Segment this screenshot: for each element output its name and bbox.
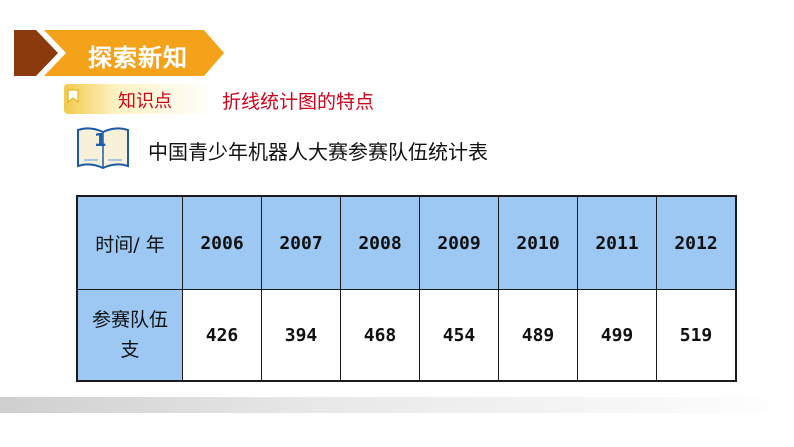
year-cell: 2007 (261, 195, 341, 290)
statistics-table: 时间/ 年 2006 2007 2008 2009 2010 2011 2012… (76, 195, 737, 382)
teams-cell: 499 (577, 289, 657, 382)
knowledge-point-tag: 知识点 (64, 84, 214, 114)
row-header-teams-line1: 参赛队伍 (91, 309, 168, 331)
bookmark-tag-icon (64, 84, 214, 114)
chevron-arrow-icon (14, 30, 224, 76)
banner-title: 探索新知 (88, 44, 188, 72)
section-number: 1 (94, 130, 107, 151)
row-header-year: 时间/ 年 (76, 195, 183, 290)
teams-cell: 489 (498, 289, 578, 382)
year-cell: 2012 (656, 195, 737, 290)
teams-cell: 468 (340, 289, 420, 382)
year-cell: 2008 (340, 195, 420, 290)
teams-cell: 519 (656, 289, 737, 382)
knowledge-point-label: 知识点 (118, 91, 172, 112)
table-row-year: 时间/ 年 2006 2007 2008 2009 2010 2011 2012 (76, 195, 737, 290)
section-banner: 探索新知 (14, 30, 224, 76)
row-header-teams-line2: 支 (120, 339, 140, 361)
year-cell: 2011 (577, 195, 657, 290)
knowledge-topic: 折线统计图的特点 (222, 91, 375, 113)
teams-cell: 426 (182, 289, 262, 382)
year-cell: 2009 (419, 195, 499, 290)
open-book-icon (77, 127, 129, 170)
year-cell: 2010 (498, 195, 578, 290)
section-number-badge: 1 (76, 126, 130, 172)
row-header-teams: 参赛队伍 支 (76, 289, 183, 382)
table-title: 中国青少年机器人大赛参赛队伍统计表 (148, 140, 488, 164)
teams-cell: 394 (261, 289, 341, 382)
year-cell: 2006 (182, 195, 262, 290)
teams-cell: 454 (419, 289, 499, 382)
table-row-teams: 参赛队伍 支 426 394 468 454 489 499 519 (76, 289, 737, 382)
footer-divider (0, 397, 794, 413)
